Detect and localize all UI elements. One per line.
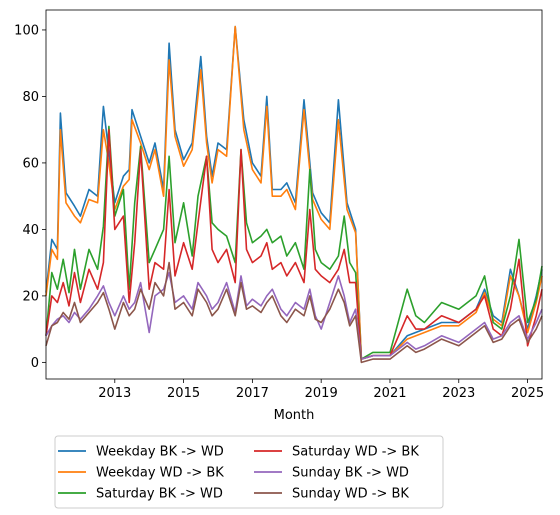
y-tick-label: 40 xyxy=(22,223,39,238)
series-line-5 xyxy=(45,271,543,360)
y-axis: 0 20 40 60 80 100 xyxy=(14,23,46,371)
x-axis: 2013 2015 2017 2019 2021 2023 2025 xyxy=(98,379,544,401)
legend-label: Weekday WD -> BK xyxy=(96,466,224,481)
y-tick-label: 60 xyxy=(22,156,39,171)
legend-label: Sunday BK -> WD xyxy=(292,466,409,481)
y-tick-label: 20 xyxy=(22,289,39,304)
legend-label: Sunday WD -> BK xyxy=(292,487,409,502)
legend: Weekday BK -> WD Weekday WD -> BK Saturday… xyxy=(54,435,444,509)
series-layer xyxy=(45,25,543,364)
y-tick-label: 0 xyxy=(31,356,39,371)
legend-label: Saturday BK -> WD xyxy=(96,487,223,502)
legend-label: Weekday BK -> WD xyxy=(96,445,224,460)
legend-label: Saturday WD -> BK xyxy=(292,445,419,460)
x-tick-label: 2021 xyxy=(373,386,406,401)
x-tick-label: 2025 xyxy=(511,386,544,401)
series-line-6 xyxy=(45,261,543,364)
x-axis-label: Month xyxy=(274,408,315,423)
y-tick-label: 100 xyxy=(14,23,39,38)
x-tick-label: 2019 xyxy=(305,386,338,401)
x-tick-label: 2013 xyxy=(98,386,131,401)
x-tick-label: 2015 xyxy=(167,386,200,401)
legend-items: Weekday BK -> WD Weekday WD -> BK Saturday… xyxy=(58,445,419,502)
x-tick-label: 2017 xyxy=(236,386,269,401)
plot-frame xyxy=(45,9,543,380)
y-tick-label: 80 xyxy=(22,90,39,105)
x-tick-label: 2023 xyxy=(442,386,475,401)
series-line-4 xyxy=(45,128,543,360)
legend-frame xyxy=(54,435,444,509)
